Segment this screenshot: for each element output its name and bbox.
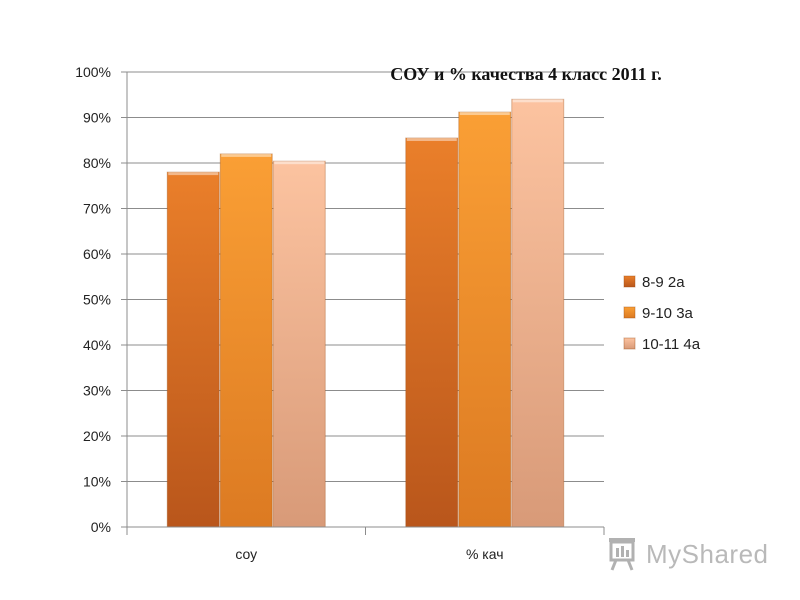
x-tick-label: % кач	[466, 546, 504, 562]
legend-label: 9-10 3а	[642, 305, 694, 322]
axes: 0% 10% 20% 30% 40% 50% 60% 70% 80% 90% 100% соу % ка…	[75, 64, 605, 562]
watermark-text: MyShared	[646, 538, 769, 569]
presentation-board-icon	[609, 538, 635, 571]
legend-swatch	[623, 306, 636, 319]
bar	[219, 153, 273, 528]
y-tick-label: 60%	[83, 246, 111, 262]
x-tick-label: соу	[235, 546, 257, 562]
bar	[272, 160, 326, 528]
watermark: MyShared	[606, 536, 769, 572]
legend-label: 10-11 4а	[642, 336, 701, 353]
legend-swatch	[623, 337, 636, 350]
bar-highlight	[406, 137, 457, 141]
chart-title: СОУ и % качества 4 класс 2011 г.	[390, 64, 661, 84]
y-tick-label: 90%	[83, 110, 111, 126]
y-tick-label: 70%	[83, 201, 111, 217]
y-tick-label: 50%	[83, 292, 111, 308]
bar	[405, 137, 459, 528]
bar-highlight	[221, 153, 272, 157]
bars	[166, 98, 565, 528]
y-tick-label: 100%	[75, 64, 111, 80]
y-tick-label: 30%	[83, 383, 111, 399]
bar	[458, 111, 512, 528]
y-tick-label: 0%	[91, 519, 111, 535]
bar-highlight	[274, 161, 325, 165]
legend: 8-9 2а 9-10 3а 10-11 4а	[623, 274, 701, 353]
legend-swatch	[623, 275, 636, 288]
bar	[166, 171, 220, 528]
y-tick-label: 40%	[83, 337, 111, 353]
y-tick-label: 80%	[83, 155, 111, 171]
bar-highlight	[168, 172, 219, 176]
bar	[511, 98, 565, 528]
y-tick-label: 20%	[83, 428, 111, 444]
legend-label: 8-9 2а	[642, 274, 685, 291]
bar-highlight	[512, 99, 563, 103]
bar-highlight	[459, 112, 510, 116]
y-tick-label: 10%	[83, 474, 111, 490]
